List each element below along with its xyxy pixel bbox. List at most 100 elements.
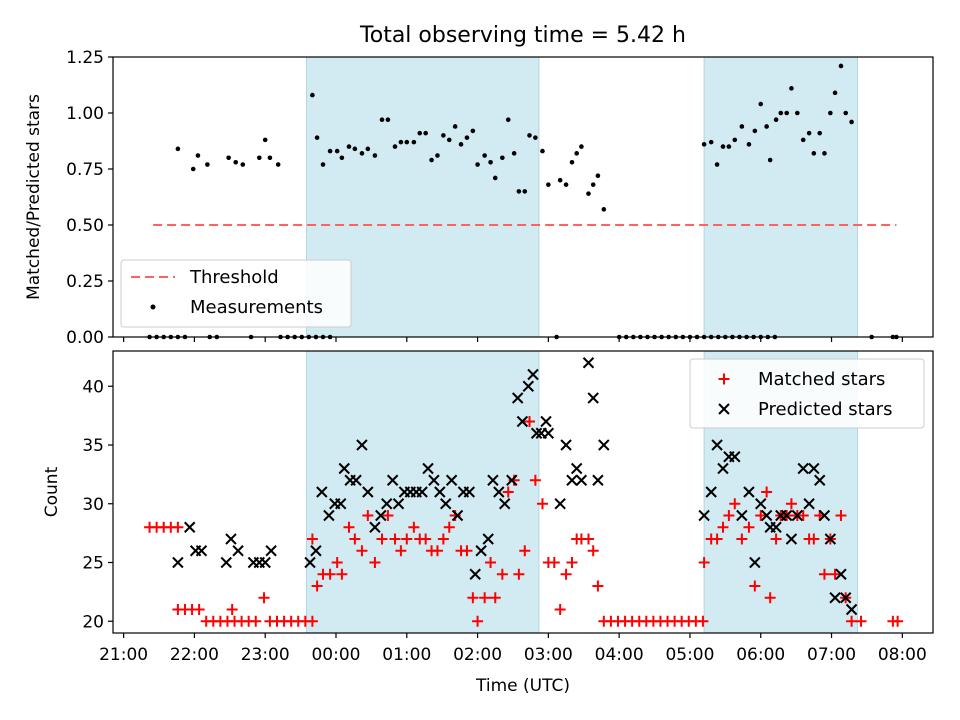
measurement-point <box>429 157 434 163</box>
predicted-star-point <box>808 462 820 475</box>
predicted-star-point <box>265 545 277 557</box>
ratio-y-tick-label: 1.25 <box>66 48 104 68</box>
predicted-star-point <box>575 474 588 486</box>
count-y-axis-label: Count <box>42 466 62 517</box>
matched-star-point <box>770 533 782 545</box>
predicted-star-point <box>463 486 476 498</box>
predicted-star-point <box>698 509 710 522</box>
predicted-star-point <box>259 556 271 569</box>
x-tick-label: 22:00 <box>170 645 219 665</box>
measurement-point <box>758 101 764 107</box>
matched-star-point <box>502 486 514 498</box>
matched-star-point <box>835 510 847 521</box>
matched-star-point <box>461 545 473 557</box>
predicted-star-point <box>743 486 755 498</box>
predicted-star-point <box>428 474 440 486</box>
measurement-point <box>838 63 844 69</box>
legend-threshold-label: Threshold <box>189 267 279 288</box>
x-axis-label: Time (UTC) <box>475 676 570 696</box>
predicted-star-point <box>220 556 232 569</box>
measurement-point <box>339 155 345 161</box>
predicted-star-point <box>381 498 393 510</box>
predicted-star-point <box>570 462 583 475</box>
measurement-point <box>546 182 551 187</box>
predicted-star-point <box>736 509 748 522</box>
measurement-point <box>579 144 584 149</box>
matched-star-point <box>808 533 820 545</box>
matched-star-point <box>587 545 599 557</box>
predicted-star-point <box>506 474 518 486</box>
matched-star-point <box>749 580 761 592</box>
predicted-star-point <box>356 439 368 451</box>
ratio-y-tick-label: 0.75 <box>66 160 104 180</box>
count-y-tick-label: 40 <box>82 377 104 397</box>
predicted-star-point <box>445 474 458 486</box>
measurement-point <box>446 137 452 143</box>
measurement-point <box>739 124 745 129</box>
matched-star-point <box>764 592 776 604</box>
measurement-point <box>720 144 726 149</box>
matched-star-point <box>548 557 560 568</box>
ratio-panel: 0.00 0.25 0.50 0.75 1.00 1.25 Matched/Predict… <box>24 48 934 348</box>
measurement-point <box>352 146 358 152</box>
measurement-point <box>557 177 563 183</box>
x-tick-label: 23:00 <box>241 645 290 665</box>
measurement-point <box>385 117 391 123</box>
matched-star-point <box>496 568 508 580</box>
ratio-y-tick-label: 1.00 <box>66 104 104 124</box>
predicted-star-point <box>791 509 804 522</box>
x-tick-label: 01:00 <box>382 645 431 665</box>
legend-measurements-label: Measurements <box>190 297 323 318</box>
measurement-point <box>795 110 800 116</box>
matched-star-point <box>431 545 443 557</box>
matched-star-point <box>250 615 262 627</box>
predicted-star-point <box>780 509 793 522</box>
predicted-star-point <box>749 556 761 569</box>
predicted-star-point <box>839 592 852 604</box>
measurement-point <box>226 155 231 161</box>
predicted-star-point <box>304 556 316 569</box>
measurement-point <box>404 139 410 145</box>
matched-star-point <box>566 557 578 568</box>
measurement-point <box>784 110 789 116</box>
measurement-point <box>423 130 428 136</box>
measurement-point <box>843 110 848 116</box>
predicted-star-point <box>386 474 399 486</box>
x-tick-label: 08:00 <box>878 645 927 665</box>
matched-star-point <box>362 510 374 521</box>
matched-star-point <box>755 510 767 521</box>
matched-star-point <box>846 615 858 627</box>
measurement-point <box>482 153 487 158</box>
matched-star-point <box>472 615 484 627</box>
measurement-point <box>511 151 517 156</box>
measurement-point <box>320 162 326 167</box>
measurement-point <box>240 162 246 167</box>
measurement-point <box>190 166 196 172</box>
count-legend: Matched stars Predicted stars <box>689 358 925 429</box>
matched-star-point <box>443 521 455 533</box>
matched-star-point <box>892 615 904 627</box>
matched-star-point <box>736 533 748 545</box>
matched-star-point <box>193 604 205 615</box>
x-tick-label: 02:00 <box>453 645 502 665</box>
matched-star-point <box>331 557 343 568</box>
predicted-star-point <box>760 509 773 522</box>
ratio-panel-frame <box>112 56 934 338</box>
measurement-point <box>458 142 464 147</box>
predicted-star-point <box>522 380 535 392</box>
predicted-star-point <box>540 415 552 428</box>
predicted-star-point <box>560 439 572 451</box>
measurement-point <box>334 148 340 154</box>
measurement-point <box>195 153 201 158</box>
matched-star-point <box>401 533 413 545</box>
measurement-point <box>327 148 333 154</box>
matched-star-point <box>717 521 729 533</box>
predicted-star-point <box>542 427 555 439</box>
measurement-point <box>590 182 596 187</box>
measurement-point <box>488 159 493 165</box>
ratio-legend-box <box>120 259 352 328</box>
measurement-point <box>411 139 417 145</box>
predicted-star-point <box>440 498 452 510</box>
measurement-point <box>601 207 607 212</box>
observing-window <box>703 56 858 338</box>
